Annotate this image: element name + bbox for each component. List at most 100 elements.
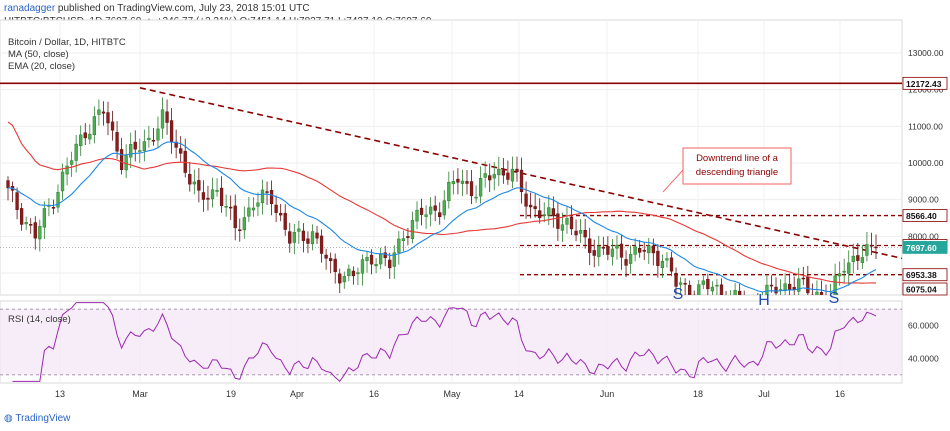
candle-body — [424, 214, 428, 217]
candle-body — [492, 174, 496, 179]
x-tick-label: 16 — [369, 389, 379, 399]
candle-body — [447, 182, 451, 202]
candle-body — [369, 254, 374, 265]
candle-body — [6, 180, 10, 189]
candle-body — [310, 231, 315, 245]
candle-body — [265, 191, 269, 193]
candle-body — [56, 192, 60, 208]
candle-body — [606, 246, 610, 255]
candle-body — [179, 148, 183, 154]
candle-body — [565, 218, 569, 225]
candle-body — [224, 205, 228, 208]
candle-body — [79, 134, 83, 147]
candle-body — [165, 111, 169, 123]
x-tick-label: Jul — [758, 389, 770, 399]
candle-body — [324, 254, 328, 259]
candle-body — [792, 287, 796, 290]
candle-body — [551, 208, 555, 217]
candle-body — [847, 262, 851, 274]
candle-body — [151, 139, 156, 142]
indicators — [7, 121, 877, 293]
pattern-label: S — [673, 286, 684, 303]
candle-body — [169, 120, 174, 142]
candle-body — [451, 181, 456, 185]
candle-body — [769, 284, 774, 287]
candle-body — [92, 116, 96, 135]
candle-body — [656, 250, 660, 266]
candle-body — [510, 168, 515, 182]
rsi-band — [0, 309, 902, 375]
candle-body — [351, 270, 356, 277]
candle-body — [242, 217, 246, 231]
candle-body — [133, 141, 137, 150]
x-tick-label: 13 — [55, 389, 65, 399]
candle-body — [192, 181, 196, 185]
candle-body — [97, 109, 101, 115]
candle-body — [588, 238, 592, 253]
candle-body — [506, 172, 510, 180]
candle-body — [365, 257, 369, 261]
candle-body — [119, 149, 124, 171]
candle-body — [306, 238, 310, 244]
candle-body — [283, 212, 287, 230]
candle-body — [701, 280, 705, 285]
candle-body — [342, 276, 346, 283]
candle-body — [797, 278, 801, 292]
rsi-tick-label: 40.0000 — [908, 353, 939, 363]
candle-body — [260, 189, 265, 204]
candle-body — [29, 224, 33, 226]
candle-body — [106, 112, 110, 124]
candle-body — [556, 213, 560, 229]
candle-body — [333, 258, 337, 272]
level-label-box — [902, 76, 948, 90]
candle-body — [188, 174, 192, 185]
candle-body — [719, 284, 724, 295]
candle-body — [142, 141, 146, 152]
tradingview-logo[interactable]: ◍ TradingView — [4, 413, 70, 424]
x-tick-label: 19 — [226, 389, 236, 399]
candle-body — [279, 212, 283, 216]
candle-body — [865, 244, 869, 256]
candle-body — [706, 278, 710, 290]
ma-line — [7, 121, 876, 284]
candle-body — [419, 207, 424, 215]
candle-body — [497, 168, 501, 176]
legend-ma: MA (50, close) — [8, 49, 69, 60]
candle-body — [688, 284, 692, 295]
candle-body — [524, 193, 528, 207]
x-tick-label: Mar — [132, 389, 148, 399]
candle-body — [774, 286, 778, 294]
candle-body — [442, 200, 446, 216]
candle-body — [383, 252, 387, 259]
candle-body — [474, 196, 478, 199]
candle-body — [574, 230, 578, 236]
candle-body — [229, 206, 233, 209]
candle-body — [788, 283, 792, 290]
candle-body — [638, 247, 642, 253]
y-tick-label: 8000.00 — [908, 231, 939, 241]
candle-body — [583, 229, 587, 238]
candle-body — [810, 294, 815, 295]
candle-body — [801, 277, 805, 280]
candle-body — [19, 208, 24, 225]
candle-body — [560, 224, 565, 231]
x-tick-label: Apr — [290, 389, 304, 399]
candles — [6, 97, 878, 295]
candle-body — [247, 207, 251, 217]
candle-body — [592, 250, 596, 256]
candle-body — [819, 292, 824, 295]
candle-body — [665, 258, 669, 261]
candle-body — [478, 178, 483, 197]
candle-body — [578, 230, 583, 234]
candle-body — [215, 189, 219, 192]
candle-body — [388, 259, 392, 269]
candle-body — [269, 190, 274, 204]
candle-body — [710, 286, 715, 292]
pattern-label: H — [758, 292, 770, 309]
publisher-user[interactable]: ranadagger — [4, 3, 56, 14]
chart-footer: ◍ TradingView — [0, 410, 950, 431]
candle-body — [401, 238, 406, 242]
candle-body — [601, 246, 605, 249]
candle-body — [619, 243, 624, 258]
